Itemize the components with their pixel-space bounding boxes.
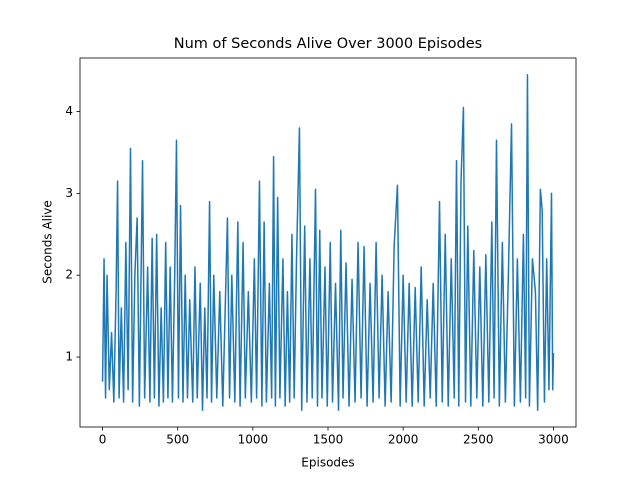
x-tick-label: 2500 xyxy=(463,433,494,447)
x-tick-label: 0 xyxy=(99,433,107,447)
y-tick-label: 4 xyxy=(65,104,73,118)
x-tick-label: 1500 xyxy=(313,433,344,447)
y-tick-label: 3 xyxy=(65,186,73,200)
x-axis-label: Episodes xyxy=(301,456,354,470)
y-tick-label: 1 xyxy=(65,350,73,364)
x-tick-label: 500 xyxy=(166,433,189,447)
y-axis-label: Seconds Alive xyxy=(41,200,55,284)
y-tick-label: 2 xyxy=(65,268,73,282)
data-line xyxy=(101,74,555,411)
x-tick-label: 1000 xyxy=(238,433,269,447)
chart-title: Num of Seconds Alive Over 3000 Episodes xyxy=(174,36,482,52)
x-tick-label: 3000 xyxy=(538,433,569,447)
x-tick-label: 2000 xyxy=(388,433,419,447)
